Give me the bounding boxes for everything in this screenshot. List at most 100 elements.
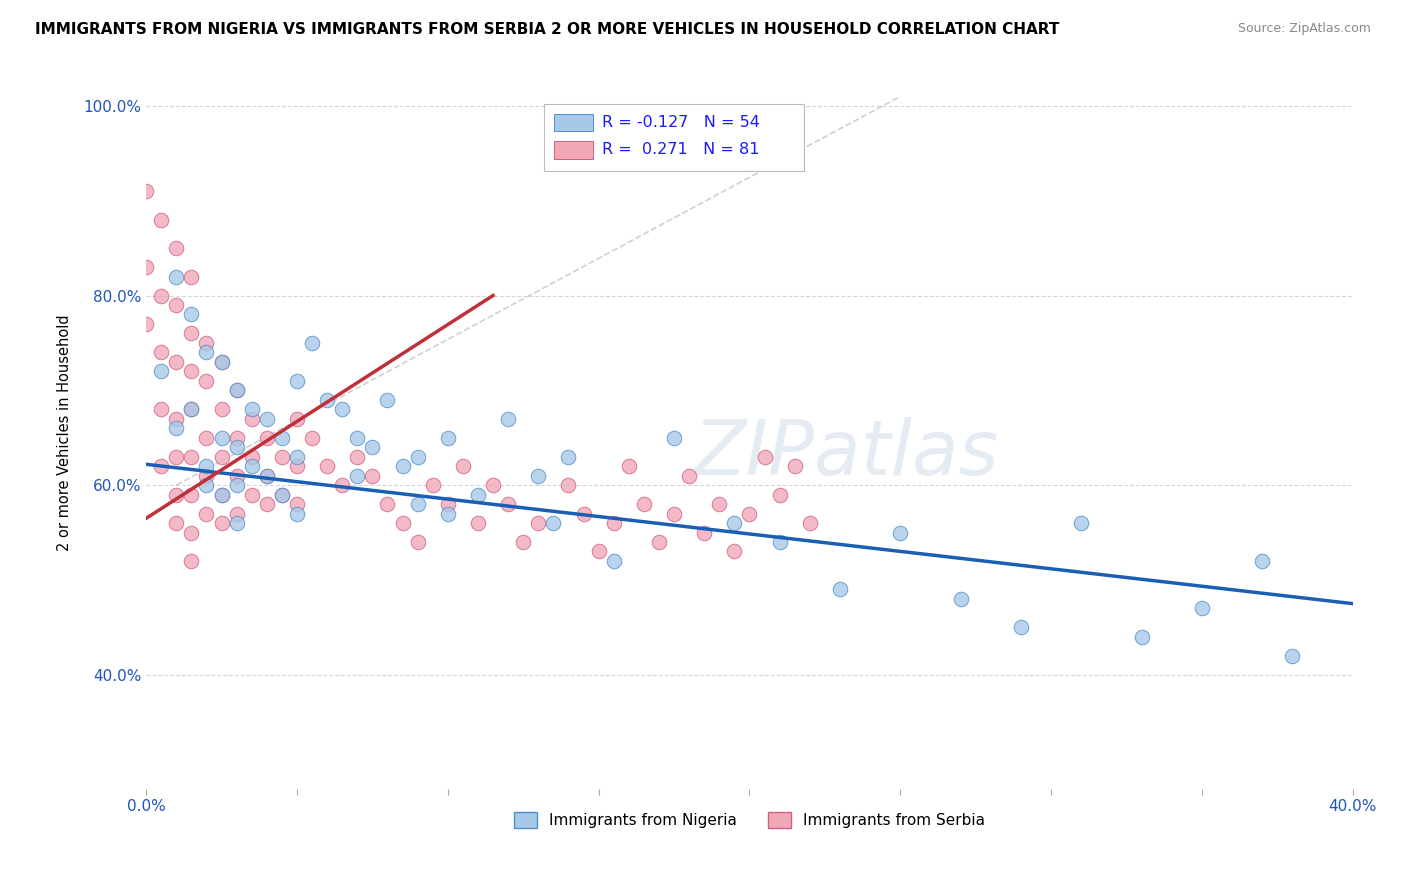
Immigrants from Nigeria	[406, 450, 429, 464]
Immigrants from Serbia	[150, 459, 173, 474]
Immigrants from Serbia	[422, 478, 444, 492]
Immigrants from Nigeria	[406, 497, 429, 511]
Immigrants from Nigeria	[240, 459, 263, 474]
Immigrants from Serbia	[165, 450, 187, 464]
Immigrants from Serbia	[165, 411, 187, 425]
Immigrants from Serbia	[316, 459, 339, 474]
Immigrants from Nigeria	[377, 392, 399, 407]
Immigrants from Nigeria	[150, 364, 173, 378]
Immigrants from Serbia	[391, 516, 413, 530]
Immigrants from Serbia	[180, 554, 202, 568]
Y-axis label: 2 or more Vehicles in Household: 2 or more Vehicles in Household	[58, 315, 72, 551]
Immigrants from Nigeria	[301, 335, 323, 350]
Immigrants from Nigeria	[1070, 516, 1092, 530]
Text: ZIPatlas: ZIPatlas	[693, 417, 998, 491]
Immigrants from Nigeria	[1130, 630, 1153, 644]
Immigrants from Serbia	[211, 355, 233, 369]
Immigrants from Nigeria	[225, 440, 247, 454]
Immigrants from Serbia	[285, 497, 308, 511]
Immigrants from Nigeria	[1251, 554, 1274, 568]
Immigrants from Serbia	[165, 487, 187, 501]
Immigrants from Nigeria	[256, 468, 278, 483]
Immigrants from Serbia	[482, 478, 505, 492]
Immigrants from Nigeria	[195, 459, 218, 474]
Immigrants from Serbia	[180, 487, 202, 501]
Immigrants from Nigeria	[543, 516, 565, 530]
Immigrants from Serbia	[195, 468, 218, 483]
Immigrants from Serbia	[693, 525, 716, 540]
Immigrants from Serbia	[330, 478, 353, 492]
Immigrants from Serbia	[165, 298, 187, 312]
Immigrants from Serbia	[512, 535, 534, 549]
Immigrants from Nigeria	[768, 535, 790, 549]
Text: IMMIGRANTS FROM NIGERIA VS IMMIGRANTS FROM SERBIA 2 OR MORE VEHICLES IN HOUSEHOL: IMMIGRANTS FROM NIGERIA VS IMMIGRANTS FR…	[35, 22, 1060, 37]
Immigrants from Nigeria	[270, 487, 292, 501]
Immigrants from Nigeria	[180, 308, 202, 322]
Immigrants from Serbia	[211, 450, 233, 464]
Bar	[554, 141, 592, 159]
Immigrants from Serbia	[678, 468, 700, 483]
Immigrants from Serbia	[633, 497, 655, 511]
Immigrants from Nigeria	[723, 516, 745, 530]
Immigrants from Serbia	[180, 326, 202, 341]
Immigrants from Serbia	[496, 497, 519, 511]
Immigrants from Nigeria	[195, 345, 218, 359]
Immigrants from Serbia	[723, 544, 745, 558]
Immigrants from Nigeria	[240, 402, 263, 417]
Immigrants from Serbia	[799, 516, 821, 530]
Immigrants from Serbia	[150, 345, 173, 359]
Immigrants from Nigeria	[285, 374, 308, 388]
Immigrants from Nigeria	[557, 450, 579, 464]
Immigrants from Serbia	[211, 402, 233, 417]
Immigrants from Nigeria	[285, 450, 308, 464]
Immigrants from Serbia	[195, 431, 218, 445]
Immigrants from Serbia	[256, 497, 278, 511]
Immigrants from Nigeria	[225, 384, 247, 398]
Immigrants from Nigeria	[889, 525, 911, 540]
Immigrants from Nigeria	[527, 468, 550, 483]
Immigrants from Serbia	[557, 478, 579, 492]
Immigrants from Nigeria	[1281, 648, 1303, 663]
Immigrants from Nigeria	[165, 269, 187, 284]
Legend: Immigrants from Nigeria, Immigrants from Serbia: Immigrants from Nigeria, Immigrants from…	[508, 806, 991, 834]
Immigrants from Serbia	[150, 212, 173, 227]
Immigrants from Serbia	[588, 544, 610, 558]
Immigrants from Serbia	[225, 468, 247, 483]
Immigrants from Nigeria	[270, 431, 292, 445]
Immigrants from Serbia	[225, 431, 247, 445]
Immigrants from Serbia	[270, 450, 292, 464]
Immigrants from Serbia	[285, 459, 308, 474]
Immigrants from Serbia	[285, 411, 308, 425]
Immigrants from Nigeria	[662, 431, 685, 445]
Immigrants from Serbia	[135, 184, 157, 198]
Immigrants from Nigeria	[195, 478, 218, 492]
Immigrants from Serbia	[406, 535, 429, 549]
Immigrants from Serbia	[225, 384, 247, 398]
Text: R =  0.271   N = 81: R = 0.271 N = 81	[602, 142, 759, 157]
Immigrants from Nigeria	[225, 516, 247, 530]
Immigrants from Serbia	[754, 450, 776, 464]
Immigrants from Nigeria	[436, 507, 458, 521]
Immigrants from Nigeria	[330, 402, 353, 417]
Immigrants from Serbia	[436, 497, 458, 511]
Immigrants from Serbia	[361, 468, 384, 483]
Immigrants from Serbia	[572, 507, 595, 521]
Immigrants from Serbia	[240, 411, 263, 425]
Immigrants from Serbia	[180, 450, 202, 464]
Immigrants from Nigeria	[391, 459, 413, 474]
Immigrants from Serbia	[195, 335, 218, 350]
Immigrants from Nigeria	[346, 431, 368, 445]
Immigrants from Serbia	[301, 431, 323, 445]
Immigrants from Nigeria	[316, 392, 339, 407]
Immigrants from Nigeria	[828, 582, 851, 597]
Immigrants from Serbia	[135, 260, 157, 274]
Immigrants from Serbia	[451, 459, 474, 474]
Immigrants from Nigeria	[1191, 601, 1213, 615]
Immigrants from Serbia	[602, 516, 624, 530]
Immigrants from Nigeria	[1010, 620, 1032, 634]
Immigrants from Serbia	[617, 459, 640, 474]
Immigrants from Nigeria	[361, 440, 384, 454]
Immigrants from Serbia	[150, 288, 173, 302]
Immigrants from Serbia	[165, 355, 187, 369]
Immigrants from Serbia	[270, 487, 292, 501]
